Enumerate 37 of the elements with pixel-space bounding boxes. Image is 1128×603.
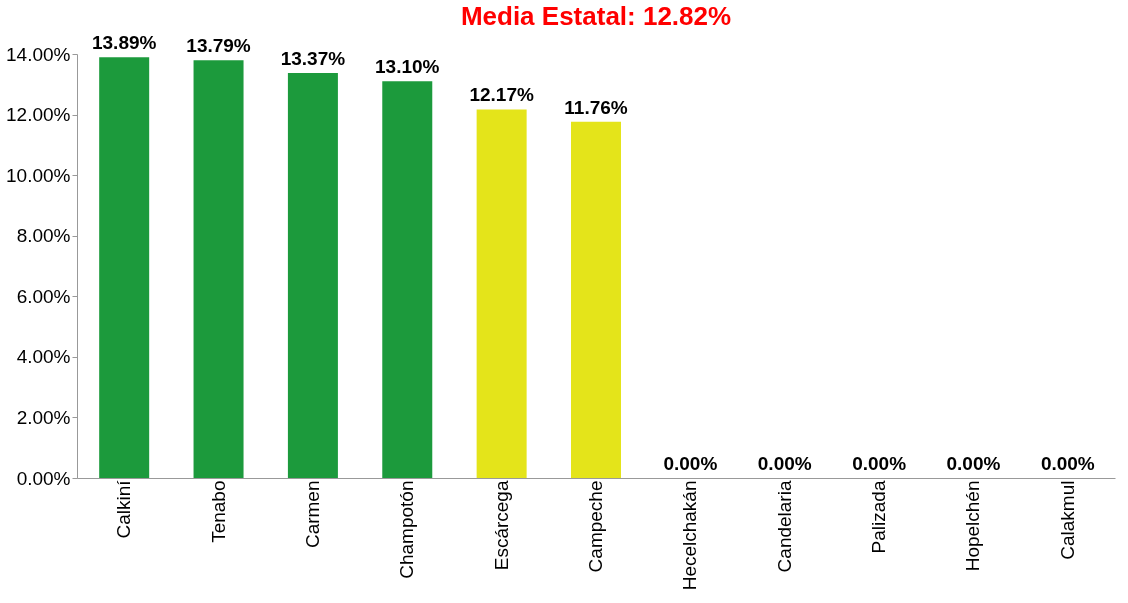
bar — [193, 60, 244, 478]
y-tick-label: 10.00% — [6, 164, 71, 186]
bar — [287, 73, 338, 478]
x-tick-label: Carmen — [301, 480, 323, 549]
x-tick-label: Calakmul — [1056, 480, 1078, 560]
data-label: 0.00% — [1040, 453, 1095, 474]
data-label: 13.79% — [186, 35, 251, 57]
x-tick-label: Candelaria — [773, 480, 795, 573]
x-tick-label: Hecelchakán — [679, 480, 701, 591]
data-label: 13.37% — [280, 48, 346, 70]
data-label: 0.00% — [663, 453, 718, 474]
y-tick-label: 12.00% — [6, 104, 71, 126]
bar — [99, 57, 150, 478]
data-label: 0.00% — [757, 453, 812, 474]
y-tick-label: 8.00% — [16, 225, 71, 247]
data-label: 13.89% — [91, 32, 157, 54]
data-label: 12.17% — [469, 84, 534, 106]
x-tick-label: Hopelchén — [962, 480, 984, 572]
x-tick-label: Palizada — [868, 480, 890, 554]
data-label: 13.10% — [375, 56, 440, 78]
bar — [476, 109, 527, 478]
x-tick-label: Campeche — [585, 480, 606, 573]
data-label: 0.00% — [946, 453, 1001, 474]
y-tick-label: 2.00% — [16, 406, 71, 428]
y-tick-label: 14.00% — [6, 43, 71, 65]
data-label: 11.76% — [564, 96, 628, 118]
bar — [382, 81, 433, 478]
x-tick-label: Tenabo — [207, 480, 229, 543]
x-tick-label: Calkiní — [113, 479, 135, 539]
x-tick-label: Champotón — [396, 480, 418, 579]
chart-title: Media Estatal: 12.82% — [460, 1, 732, 32]
y-tick-label: 6.00% — [16, 285, 71, 307]
bar — [571, 121, 621, 478]
y-tick-label: 4.00% — [16, 346, 71, 368]
data-label: 0.00% — [852, 453, 907, 474]
y-tick-label: 0.00% — [16, 467, 71, 489]
x-tick-label: Escárcega — [490, 480, 512, 571]
